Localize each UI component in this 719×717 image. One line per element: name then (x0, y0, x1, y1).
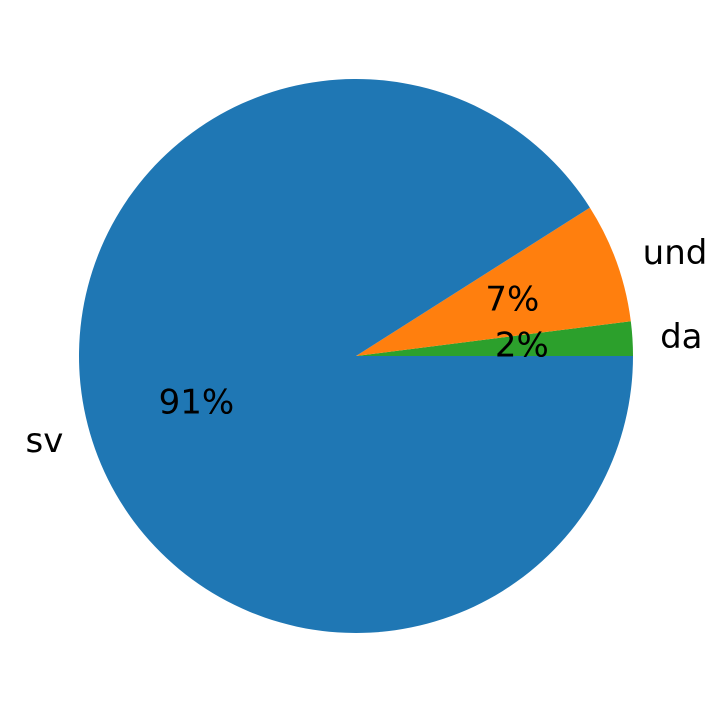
pie-slice-und (356, 207, 631, 356)
pie-slice-da (356, 321, 633, 356)
pie-category-label-sv: sv (26, 421, 64, 461)
slices-layer (79, 78, 634, 633)
pie-pct-label-sv: 91% (159, 382, 235, 422)
pie-category-label-und: und (643, 233, 708, 273)
labels-layer: 2% da 7% und 91% sv (26, 233, 708, 461)
pie-category-label-da: da (660, 317, 702, 357)
pie-slice-sv (79, 78, 634, 633)
pie-pct-label-und: 7% (485, 280, 539, 320)
pie-pct-label-da: 2% (495, 326, 549, 366)
